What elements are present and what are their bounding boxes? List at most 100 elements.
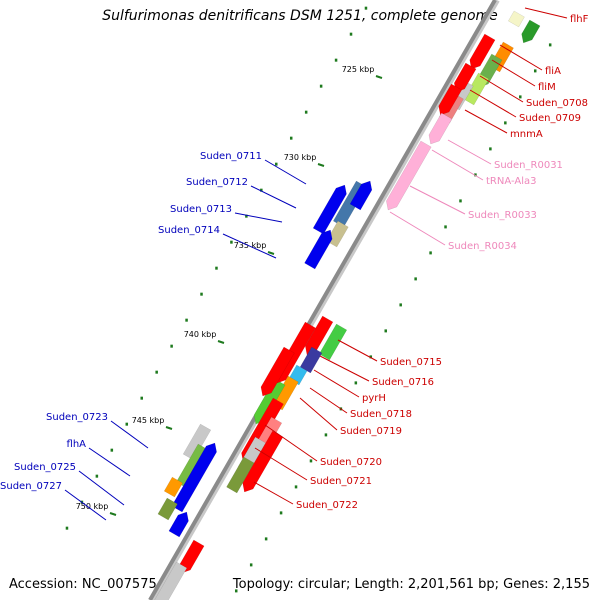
- gene-label: Suden_0722: [296, 500, 358, 511]
- ring-dot: [65, 526, 69, 530]
- ring-dot: [548, 43, 552, 47]
- ring-dot: [489, 147, 492, 151]
- ring-dot: [294, 485, 298, 489]
- ring-dot: [319, 84, 323, 88]
- gene-label-reverse: flhA: [67, 439, 87, 450]
- label-connector: [309, 387, 348, 414]
- gene-label: Suden_0718: [350, 409, 412, 420]
- ring-dot: [275, 162, 278, 166]
- gene-label-reverse: Suden_0727: [0, 481, 62, 492]
- ring-dot: [155, 370, 158, 374]
- label-connector: [78, 470, 125, 506]
- ring-dot: [354, 381, 358, 385]
- tick-label: 730 kbp: [284, 153, 317, 162]
- gene-red-lower-b: [260, 346, 295, 397]
- ring-dot: [459, 199, 462, 203]
- label-connector: [431, 149, 484, 181]
- ring-dot: [249, 563, 253, 567]
- label-connector: [491, 59, 536, 87]
- ring-dot: [289, 136, 293, 140]
- label-connector: [464, 109, 508, 134]
- gene-0714: [304, 229, 333, 270]
- gene-0727: [157, 497, 178, 521]
- tick-mark: [267, 251, 275, 255]
- ring-dot: [474, 173, 477, 177]
- ring-dot: [234, 589, 238, 593]
- label-connector: [447, 139, 492, 165]
- gene-light: [507, 10, 525, 28]
- gene-0722: [226, 456, 255, 494]
- label-connector: [264, 159, 307, 185]
- ring-dot: [384, 329, 387, 333]
- label-connector: [479, 75, 524, 103]
- gene-flha2: [171, 442, 217, 513]
- label-connector: [299, 397, 338, 431]
- gene-red-bottom: [179, 539, 205, 574]
- gene-r0031: [428, 112, 453, 145]
- label-connector: [88, 447, 131, 477]
- label-connector: [222, 233, 277, 259]
- label-connector: [469, 89, 517, 118]
- gene-flhf: [521, 19, 541, 44]
- ring-dot: [414, 277, 417, 281]
- accession-text: Accession: NC_007575: [9, 577, 157, 592]
- gene-label: mnmA: [510, 129, 543, 140]
- gene-label: Suden_0709: [519, 113, 581, 124]
- gene-label-reverse: Suden_0711: [200, 151, 262, 162]
- backbone: [148, 0, 497, 600]
- ring-dot: [95, 474, 99, 478]
- ring-dot: [519, 95, 522, 99]
- gene-label: fliM: [538, 82, 556, 93]
- ring-dot: [504, 121, 507, 125]
- ring-dot: [369, 355, 373, 359]
- gene-label: Suden_0708: [526, 98, 588, 109]
- gene-label: Suden_0715: [380, 357, 442, 368]
- gene-label: Suden_0720: [320, 457, 382, 468]
- ring-dot: [429, 251, 432, 255]
- label-connector: [409, 185, 466, 215]
- gene-label: fliA: [545, 66, 561, 77]
- gene-red-a: [469, 33, 496, 70]
- gene-label-reverse: Suden_0723: [46, 412, 108, 423]
- ring-dot: [304, 110, 308, 114]
- ring-dot: [140, 396, 143, 400]
- gene-label: Suden_0716: [372, 377, 434, 388]
- label-connector: [64, 489, 107, 521]
- gene-label: Suden_0719: [340, 426, 402, 437]
- gene-bottom-grey: [154, 561, 188, 600]
- gene-0716: [299, 346, 323, 374]
- ring-dot: [533, 69, 537, 73]
- tick-mark: [317, 163, 325, 167]
- ring-dot: [125, 422, 129, 426]
- ring-dot: [309, 459, 313, 463]
- tick-mark: [217, 340, 225, 344]
- ring-dot: [185, 318, 188, 322]
- gene-label: pyrH: [362, 393, 386, 404]
- ring-dot: [279, 511, 283, 515]
- tick-mark: [375, 75, 383, 79]
- ring-dot: [324, 433, 328, 437]
- label-connector: [253, 481, 294, 505]
- ring-dot: [349, 32, 353, 36]
- genome-summary-text: Topology: circular; Length: 2,201,561 bp…: [232, 577, 590, 592]
- ring-dot: [215, 266, 218, 270]
- ring-dot: [260, 188, 263, 192]
- label-connector: [110, 420, 149, 449]
- gene-label: flhF: [570, 14, 589, 25]
- tick-label: 735 kbp: [234, 241, 267, 250]
- gene-label-reverse: Suden_0714: [158, 225, 220, 236]
- label-connector: [499, 44, 543, 71]
- gene-0712: [312, 184, 347, 235]
- tick-label: 725 kbp: [342, 65, 375, 74]
- ring-dot: [110, 448, 114, 452]
- gene-label-reverse: Suden_0713: [170, 204, 232, 215]
- rna-label: Suden_R0033: [468, 210, 537, 221]
- rna-label: Suden_R0031: [494, 160, 563, 171]
- gene-red-c: [438, 83, 463, 116]
- label-connector: [319, 355, 370, 382]
- label-connector: [264, 424, 318, 462]
- label-connector: [389, 211, 446, 246]
- gene-r0033: [386, 140, 432, 211]
- gene-label-reverse: Suden_0712: [186, 177, 248, 188]
